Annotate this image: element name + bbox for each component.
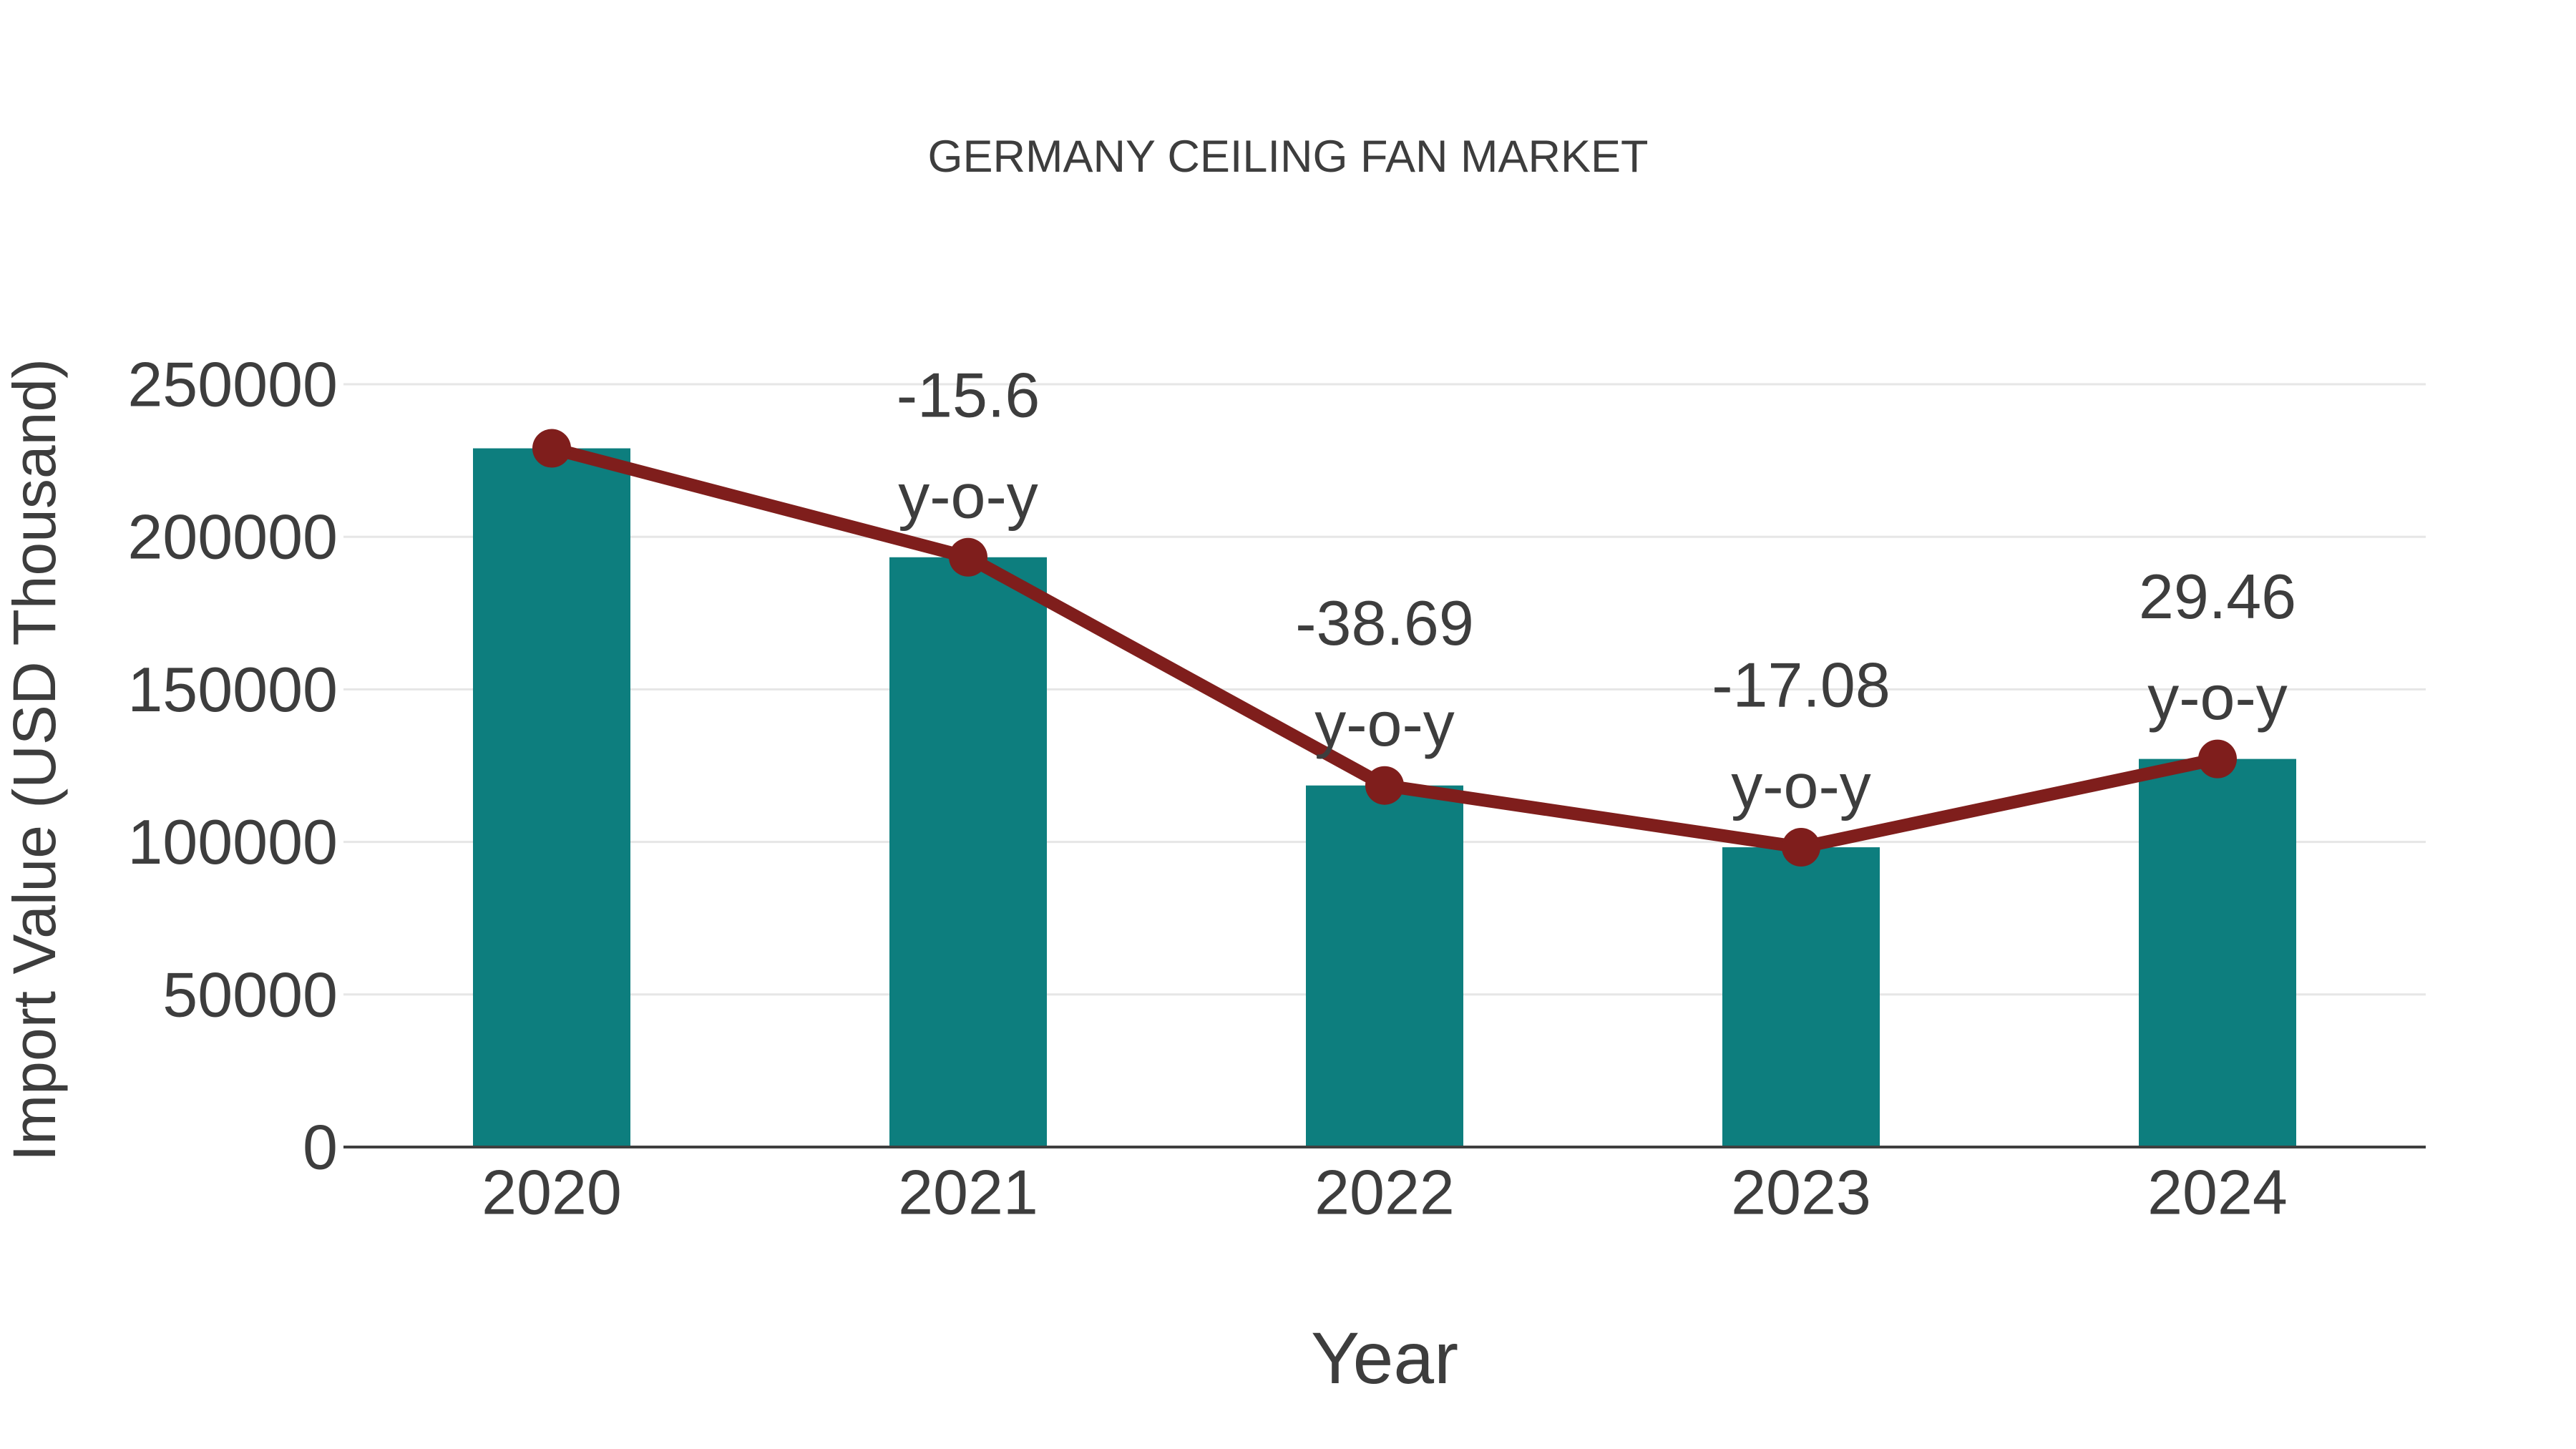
y-tick-250000: 250000 — [127, 349, 338, 420]
bar-series — [473, 448, 2296, 1147]
annotation-suffix-2021: y-o-y — [898, 460, 1038, 531]
y-axis-title: Import Value (USD Thousand) — [1, 358, 68, 1162]
x-axis-tick-labels: 2020 2021 2022 2023 2024 — [482, 1157, 2288, 1228]
y-tick-50000: 50000 — [162, 959, 338, 1030]
annotation-suffix-2022: y-o-y — [1314, 688, 1455, 759]
annotation-suffix-2024: y-o-y — [2147, 662, 2288, 733]
annotation-value-2024: 29.46 — [2139, 561, 2296, 632]
bar-2024 — [2139, 758, 2296, 1147]
bar-2022 — [1306, 785, 1463, 1147]
y-tick-100000: 100000 — [127, 806, 338, 877]
x-tick-2024: 2024 — [2147, 1157, 2288, 1228]
annotation-value-2022: -38.69 — [1295, 587, 1474, 658]
annotation-value-2021: -15.6 — [897, 359, 1040, 430]
marker-2023 — [1782, 828, 1820, 867]
x-tick-2020: 2020 — [482, 1157, 622, 1228]
line-series — [532, 429, 2237, 867]
yoy-annotations: -15.6 y-o-y -38.69 y-o-y -17.08 y-o-y 29.46 y-o… — [897, 359, 2296, 821]
y-tick-150000: 150000 — [127, 654, 338, 725]
y-tick-200000: 200000 — [127, 502, 338, 572]
marker-2020 — [532, 429, 571, 468]
x-axis-title: Year — [1310, 1317, 1459, 1399]
marker-2021 — [949, 537, 987, 577]
annotation-suffix-2023: y-o-y — [1731, 751, 1871, 821]
x-tick-2022: 2022 — [1314, 1157, 1455, 1228]
bar-2023 — [1722, 847, 1880, 1147]
marker-2022 — [1365, 766, 1404, 805]
y-axis-tick-labels: 0 50000 100000 150000 200000 250000 — [127, 349, 338, 1183]
x-tick-2023: 2023 — [1731, 1157, 1871, 1228]
annotation-value-2023: -17.08 — [1712, 650, 1890, 721]
bar-2020 — [473, 448, 630, 1147]
x-tick-2021: 2021 — [898, 1157, 1038, 1228]
y-tick-0: 0 — [303, 1112, 338, 1183]
bar-2021 — [889, 557, 1047, 1147]
chart-title: GERMANY CEILING FAN MARKET — [927, 132, 1649, 182]
marker-2024 — [2198, 739, 2237, 779]
